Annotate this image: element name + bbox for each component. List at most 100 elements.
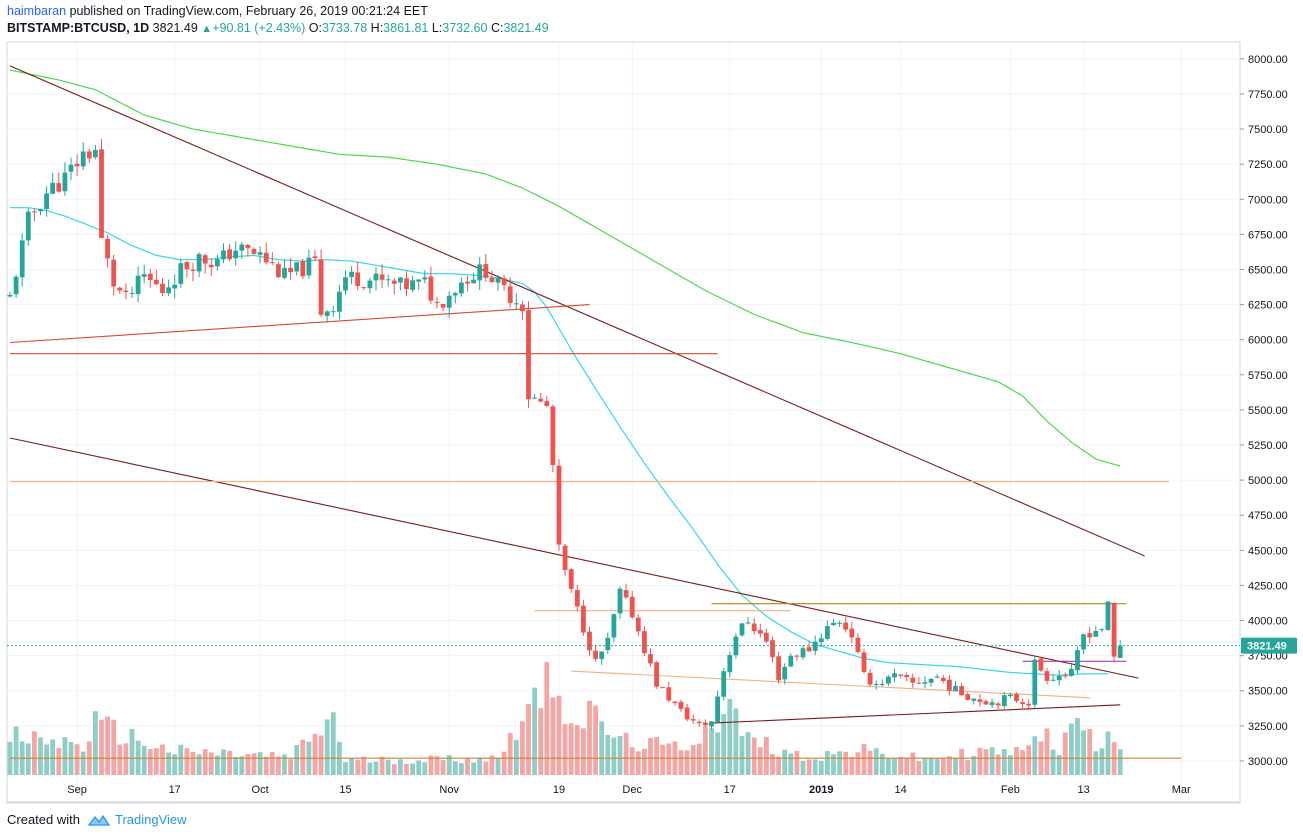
y-tick-label: 3500.00 — [1248, 686, 1288, 698]
candle-body — [1008, 694, 1013, 697]
candle-body — [709, 721, 714, 727]
volume-bar — [843, 751, 849, 775]
candle-body — [343, 277, 348, 291]
candle-body — [330, 311, 336, 313]
tradingview-brand-link[interactable]: TradingView — [115, 812, 187, 827]
up-triangle-icon: ▲ — [201, 23, 213, 35]
candle-body — [141, 274, 147, 277]
candle-body — [404, 278, 409, 290]
candle-body — [379, 274, 385, 280]
candle-body — [184, 261, 190, 270]
y-tick-label: 6000.00 — [1248, 335, 1288, 347]
volume-bar — [434, 756, 440, 775]
candle-body — [928, 678, 934, 683]
y-tick-label: 8000.00 — [1248, 54, 1288, 66]
candle-body — [428, 276, 434, 301]
close-value: 3821.49 — [503, 21, 549, 35]
volume-bar — [416, 760, 422, 775]
published-text: published on TradingView.com, February 2… — [69, 4, 428, 18]
candle-body — [1032, 659, 1038, 705]
volume-bar — [703, 726, 708, 775]
volume-bar — [318, 735, 324, 775]
volume-bar — [629, 747, 635, 775]
symbol-label[interactable]: BITSTAMP:BTCUSD, 1D — [7, 21, 150, 35]
volume-bar — [1093, 751, 1099, 775]
volume-bar — [422, 762, 428, 775]
volume-bar — [1056, 755, 1062, 775]
x-tick-label: 19 — [553, 784, 565, 796]
volume-bar — [867, 750, 873, 775]
y-tick-label: 5000.00 — [1248, 475, 1288, 487]
candle-body — [1044, 671, 1050, 681]
candle-body — [1038, 658, 1044, 671]
candle-body — [587, 631, 592, 651]
candle-body — [56, 183, 62, 192]
candle-body — [690, 719, 696, 721]
volume-bar — [1099, 748, 1105, 775]
candle-body — [172, 284, 178, 289]
volume-bar — [1062, 732, 1068, 775]
candle-body — [745, 622, 751, 624]
volume-bar — [1020, 750, 1025, 775]
volume-bar — [99, 719, 104, 775]
candle-body — [818, 638, 824, 643]
author-link[interactable]: haimbaran — [7, 4, 67, 18]
x-tick-label: Dec — [622, 784, 642, 796]
candle-body — [898, 674, 903, 676]
candle-body — [117, 287, 123, 291]
volume-bar — [1001, 749, 1007, 775]
open-value: 3733.78 — [322, 21, 368, 35]
high-label: H: — [370, 21, 384, 35]
candle-body — [251, 248, 257, 254]
candle-body — [696, 721, 702, 724]
volume-bar — [788, 753, 794, 775]
x-tick-label: Feb — [1001, 784, 1020, 796]
candle-body — [282, 267, 287, 278]
volume-bar — [215, 755, 220, 775]
candle-body — [879, 683, 885, 685]
volume-bar — [245, 754, 251, 775]
candle-body — [312, 256, 318, 259]
volume-bar — [861, 743, 867, 775]
candle-body — [1026, 703, 1032, 706]
candle-body — [495, 278, 501, 283]
created-with-label: Created with — [7, 812, 80, 827]
volume-bar — [1087, 728, 1093, 775]
volume-bar — [471, 762, 476, 775]
volume-bar — [886, 758, 891, 775]
candle-body — [1111, 602, 1117, 657]
y-tick-label: 5750.00 — [1248, 370, 1288, 382]
volume-bar — [550, 697, 556, 775]
volume-bar — [532, 687, 537, 775]
candle-body — [843, 622, 849, 630]
candle-body — [129, 292, 135, 294]
volume-bar — [690, 744, 696, 775]
footer: Created with TradingView — [7, 812, 187, 827]
candle-body — [660, 687, 666, 689]
close-label: C: — [490, 21, 504, 35]
low-label: L: — [431, 21, 443, 35]
candle-body — [221, 250, 226, 260]
candle-body — [166, 287, 171, 294]
candle-body — [80, 151, 86, 167]
volume-bar — [93, 711, 98, 775]
x-tick-label: Oct — [252, 784, 269, 796]
candle-body — [831, 622, 836, 625]
candle-body — [1075, 650, 1080, 671]
volume-bar — [208, 752, 214, 775]
volume-bar — [825, 751, 830, 775]
volume-bar — [995, 754, 1001, 775]
candle-body — [434, 301, 440, 303]
volume-bar — [806, 759, 812, 775]
volume-bar — [111, 719, 117, 775]
candle-body — [1001, 695, 1007, 706]
volume-bar — [147, 749, 153, 775]
candle-body — [105, 238, 110, 259]
candle-body — [581, 605, 586, 633]
volume-bar — [849, 757, 855, 775]
volume-bar — [520, 721, 525, 775]
channel-upper-orange-line — [571, 670, 1090, 699]
volume-bar — [898, 756, 903, 775]
candle-body — [459, 282, 464, 294]
